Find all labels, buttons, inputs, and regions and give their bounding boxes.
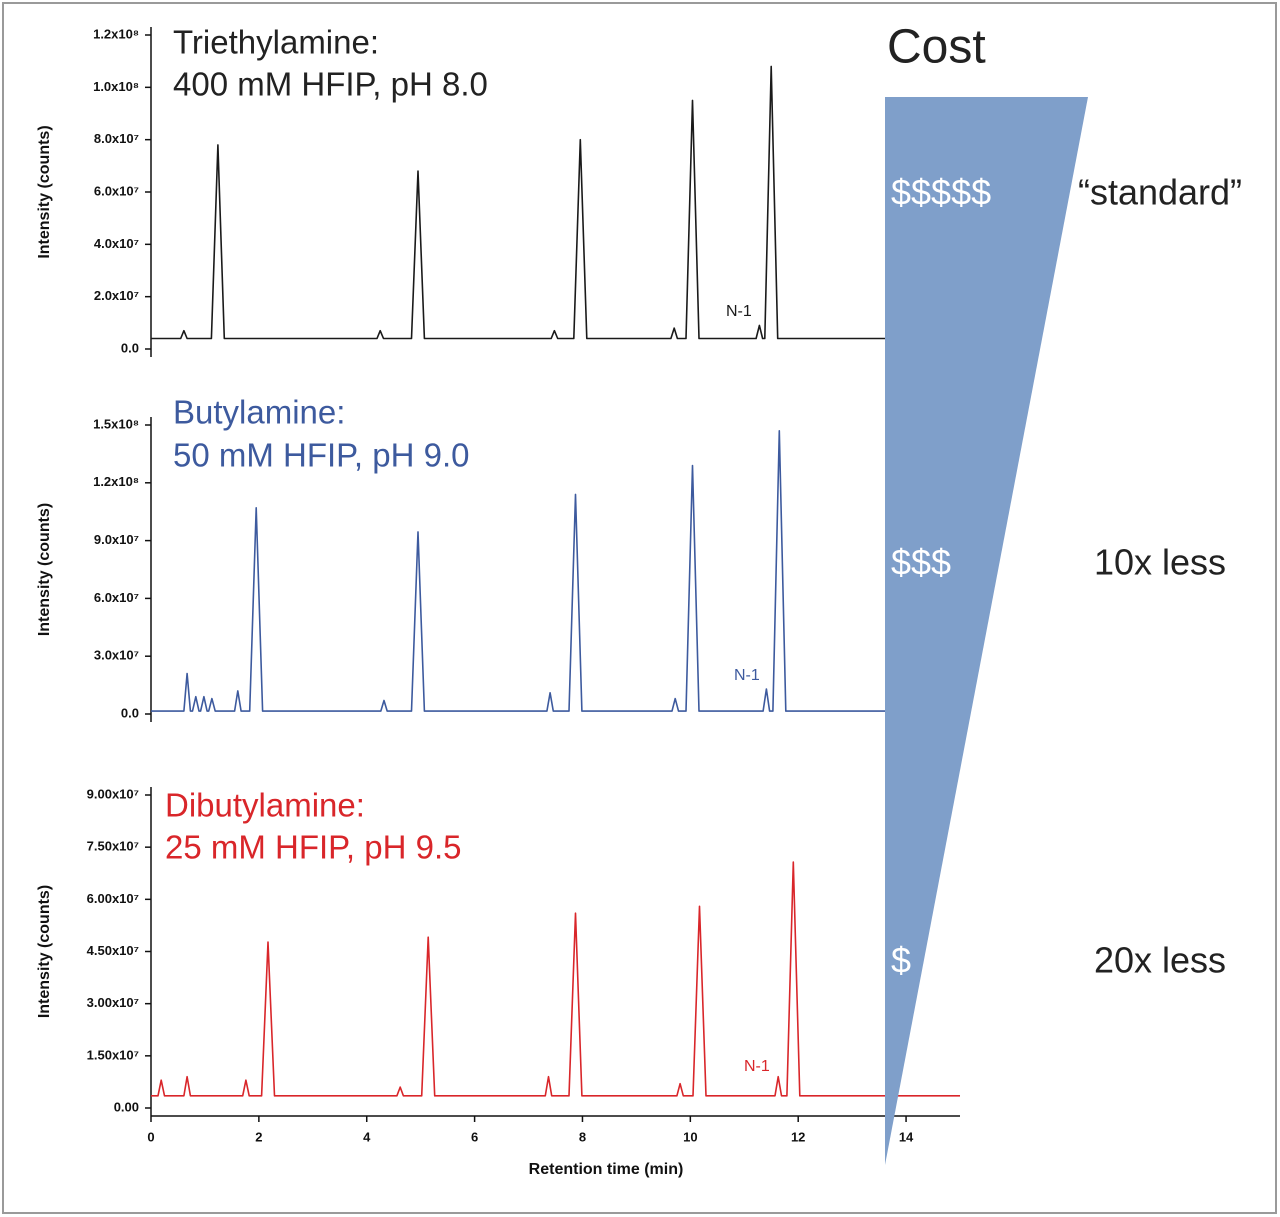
y-tick-label: 0.0 (121, 340, 139, 355)
y-tick-label: 9.00x10⁷ (87, 786, 139, 801)
annotation: N-1 (744, 1058, 770, 1075)
y-tick-label: 3.00x10⁷ (87, 995, 139, 1010)
chromatogram-line (151, 430, 960, 712)
y-tick-label: 1.0x10⁸ (93, 79, 139, 94)
x-tick-label: 0 (147, 1129, 154, 1144)
chart-title: Dibutylamine: (165, 787, 365, 824)
chart-title: Butylamine: (173, 394, 345, 431)
y-tick-label: 1.50x10⁷ (87, 1047, 139, 1062)
cost-symbol: $$$$$ (891, 172, 991, 213)
cost-label: 10x less (1094, 542, 1226, 583)
x-tick-label: 10 (683, 1129, 697, 1144)
annotation: N-1 (726, 303, 752, 320)
y-tick-label: 6.00x10⁷ (87, 891, 139, 906)
y-tick-label: 0.0 (121, 705, 139, 720)
cost-label: 20x less (1094, 940, 1226, 981)
y-tick-label: 2.0x10⁷ (94, 288, 139, 303)
chart-subtitle: 50 mM HFIP, pH 9.0 (173, 437, 470, 474)
y-tick-label: 7.50x10⁷ (87, 839, 139, 854)
y-tick-label: 4.50x10⁷ (87, 943, 139, 958)
chart-subtitle: 400 mM HFIP, pH 8.0 (173, 66, 488, 103)
y-axis-label: Intensity (counts) (36, 503, 53, 636)
y-tick-label: 3.0x10⁷ (94, 648, 139, 663)
y-tick-label: 6.0x10⁷ (94, 183, 139, 198)
x-tick-label: 12 (791, 1129, 805, 1144)
x-tick-label: 4 (363, 1129, 371, 1144)
y-tick-label: 1.5x10⁸ (93, 416, 139, 431)
x-tick-label: 6 (471, 1129, 478, 1144)
cost-label: “standard” (1078, 172, 1242, 213)
chromatogram-line (151, 65, 960, 340)
cost-title: Cost (887, 21, 986, 74)
cost-triangle (885, 97, 1088, 1165)
x-axis-label: Retention time (min) (529, 1161, 684, 1178)
y-tick-label: 0.00 (114, 1099, 139, 1114)
y-tick-label: 9.0x10⁷ (94, 532, 139, 547)
chart-subtitle: 25 mM HFIP, pH 9.5 (165, 829, 462, 866)
y-tick-label: 1.2x10⁸ (93, 474, 139, 489)
x-tick-label: 2 (255, 1129, 262, 1144)
y-tick-label: 6.0x10⁷ (94, 590, 139, 605)
cost-symbol: $ (891, 940, 911, 981)
chromatogram-line (151, 861, 960, 1097)
x-tick-label: 14 (899, 1129, 914, 1144)
cost-symbol: $$$ (891, 542, 951, 583)
annotation: N-1 (734, 667, 760, 684)
y-tick-label: 1.2x10⁸ (93, 26, 139, 41)
chart-title: Triethylamine: (173, 24, 379, 61)
x-tick-label: 8 (579, 1129, 586, 1144)
y-axis-label: Intensity (counts) (36, 125, 53, 258)
y-axis-label: Intensity (counts) (36, 885, 53, 1018)
y-tick-label: 8.0x10⁷ (94, 131, 139, 146)
y-tick-label: 4.0x10⁷ (94, 236, 139, 251)
